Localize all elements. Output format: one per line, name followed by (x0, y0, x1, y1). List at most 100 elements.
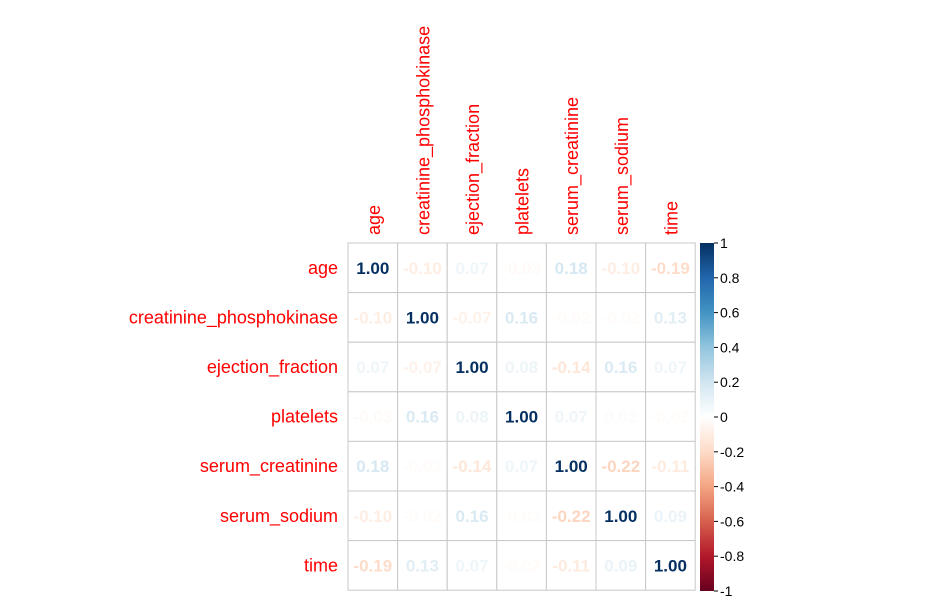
column-label: creatinine_phosphokinase (413, 26, 434, 235)
column-label: age (364, 205, 384, 235)
colorbar: 1 0.8 0.6 0.4 0.2 0 -0.2 -0.4 -0.6 -0.8 -1 (700, 235, 744, 599)
cell-value: -0.14 (453, 457, 492, 476)
cell-value: -0.10 (353, 507, 392, 526)
cell-value: 1.00 (555, 457, 588, 476)
cell-value: 0.07 (555, 408, 588, 427)
cell-value: 0.07 (654, 358, 687, 377)
column-labels: age creatinine_phosphokinase ejection_frac… (364, 26, 682, 235)
colorbar-tick-label: 0.2 (720, 374, 740, 390)
cell-value: 0.08 (455, 408, 488, 427)
row-label: creatinine_phosphokinase (129, 307, 338, 328)
cell-value: -0.22 (601, 457, 640, 476)
heatmap-cell (645, 391, 696, 442)
colorbar-tick-label: -0.2 (720, 444, 744, 460)
colorbar-tick-label: -0.8 (720, 548, 744, 564)
cell-value: -0.11 (651, 457, 689, 476)
cell-value: -0.11 (552, 556, 590, 575)
cell-value: -0.02 (403, 457, 442, 476)
heatmap-cell (545, 490, 597, 542)
cell-value: -0.10 (403, 259, 442, 278)
heatmap-cell (347, 242, 399, 294)
column-label: time (661, 201, 681, 235)
heatmap-cell (496, 540, 547, 591)
heatmap-cell (545, 292, 597, 343)
cell-value: 1.00 (505, 408, 538, 427)
colorbar-tick-label: -0.6 (720, 513, 744, 529)
column-label: serum_sodium (612, 117, 633, 235)
row-label: serum_sodium (220, 506, 338, 527)
cell-value: 0.16 (505, 308, 538, 327)
column-label: serum_creatinine (562, 97, 583, 235)
cell-value: 0.09 (654, 507, 687, 526)
row-label: age (308, 258, 338, 278)
row-labels: age creatinine_phosphokinase ejection_frac… (129, 258, 338, 576)
colorbar-tick-label: 0 (720, 409, 728, 425)
heatmap-cells: 1.00 -0.10 0.07 -0.03 0.18 -0.10 -0.19 -0.10 1.0… (347, 242, 696, 591)
cell-value: -0.14 (552, 358, 591, 377)
cell-value: 0.18 (555, 259, 588, 278)
cell-value: -0.22 (552, 507, 591, 526)
colorbar-tick-label: -0.4 (720, 479, 744, 495)
colorbar-gradient (700, 243, 714, 591)
cell-value: -0.02 (502, 507, 541, 526)
heatmap-cell (347, 490, 399, 542)
cell-value: 0.18 (356, 457, 389, 476)
row-label: ejection_fraction (207, 357, 338, 378)
cell-value: 0.07 (455, 556, 488, 575)
heatmap-cell (595, 540, 647, 591)
cell-value: -0.19 (651, 259, 690, 278)
heatmap-cell (496, 490, 547, 542)
cell-value: -0.19 (353, 556, 392, 575)
cell-value: -0.02 (601, 308, 640, 327)
heatmap-cell (446, 540, 498, 591)
colorbar-tick-label: 1 (720, 235, 728, 251)
cell-value: -0.03 (353, 408, 392, 427)
heatmap-cell (645, 341, 696, 393)
cell-value: 0.13 (654, 308, 687, 327)
cell-value: 0.16 (455, 507, 488, 526)
heatmap-cell (397, 391, 448, 442)
cell-value: -0.02 (403, 507, 442, 526)
cell-value: -0.02 (651, 408, 690, 427)
heatmap-cell (347, 540, 399, 591)
colorbar-tick-label: 0.8 (720, 270, 740, 286)
cell-value: 0.16 (604, 358, 637, 377)
cell-value: 1.00 (356, 259, 389, 278)
colorbar-tick-label: 0.6 (720, 305, 740, 321)
cell-value: 0.16 (406, 408, 439, 427)
cell-value: 0.09 (604, 556, 637, 575)
colorbar-tick-label: -1 (720, 583, 733, 599)
heatmap-cell (645, 292, 696, 343)
column-label: ejection_fraction (463, 104, 484, 235)
heatmap-cell (595, 242, 647, 294)
heatmap-cell (397, 242, 448, 294)
cell-value: -0.07 (453, 308, 492, 327)
heatmap-cell (397, 341, 448, 393)
heatmap-cell (397, 490, 448, 542)
colorbar-tick-label: 0.4 (720, 339, 740, 355)
heatmap-cell (446, 292, 498, 343)
cell-value: 1.00 (604, 507, 637, 526)
cell-value: 0.13 (406, 556, 439, 575)
heatmap-cell (595, 341, 647, 393)
heatmap-cell (347, 292, 399, 343)
heatmap-cell (347, 440, 399, 492)
cell-value: 0.07 (505, 457, 538, 476)
cell-value: 0.08 (505, 358, 538, 377)
heatmap-cell (347, 391, 399, 442)
cell-value: -0.10 (353, 308, 392, 327)
heatmap-cell (645, 540, 696, 591)
column-label: platelets (513, 168, 533, 235)
heatmap-cell (545, 341, 597, 393)
cell-value: 0.07 (356, 358, 389, 377)
cell-value: -0.02 (552, 308, 591, 327)
heatmap-cell (595, 391, 647, 442)
row-label: serum_creatinine (200, 456, 338, 477)
cell-value: 0.07 (455, 259, 488, 278)
cell-value: 0.02 (604, 408, 637, 427)
cell-value: 1.00 (406, 308, 439, 327)
heatmap-cell (496, 341, 547, 393)
heatmap-cell (545, 540, 597, 591)
cell-value: -0.02 (502, 556, 541, 575)
